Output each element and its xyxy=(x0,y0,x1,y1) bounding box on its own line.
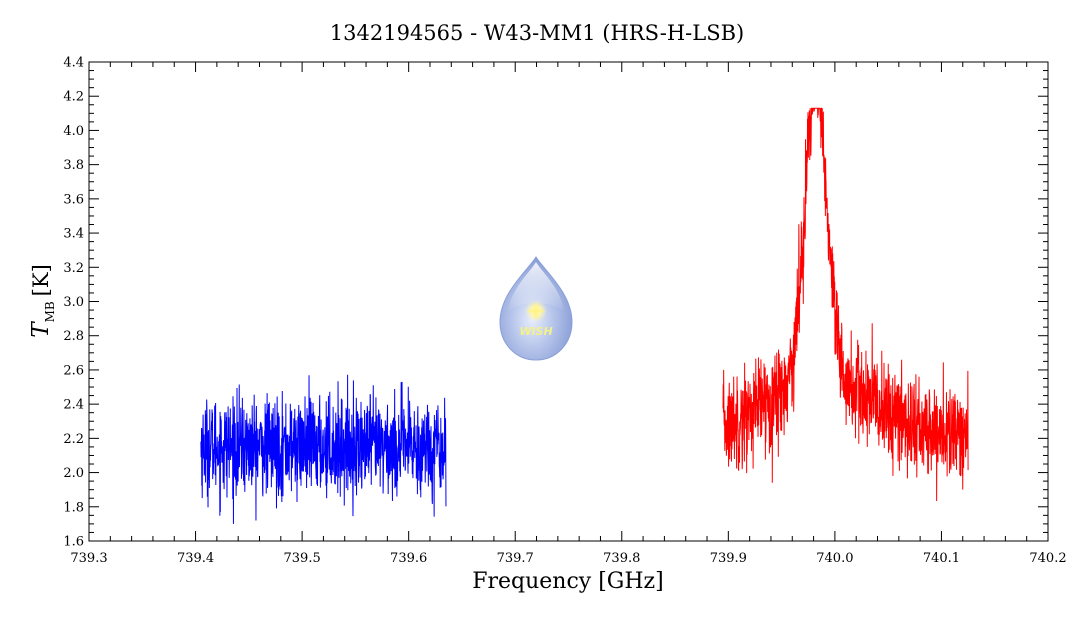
x-tick-label: 739.7 xyxy=(497,551,534,566)
y-tick-label: 2.2 xyxy=(63,432,84,447)
x-tick-label: 739.9 xyxy=(710,551,747,566)
y-axis-label-symbol: T xyxy=(28,321,54,338)
axis-ticks xyxy=(88,61,1049,542)
x-tick-label: 739.3 xyxy=(70,551,107,566)
x-axis-label: Frequency [GHz] xyxy=(472,569,664,594)
y-tick-labels: 1.6 1.8 2.0 2.2 2.4 2.6 2.8 3.0 3.2 3.4 3.6 3.8 4.0 4… xyxy=(63,56,84,550)
drop-highlight xyxy=(508,262,564,312)
wish-logo: WISH xyxy=(499,256,573,361)
x-tick-labels: 739.3 739.4 739.5 739.6 739.7 739.8 739.9 740.0… xyxy=(70,551,1066,566)
y-axis-label-unit: [K] xyxy=(29,264,53,296)
y-tick-label: 3.0 xyxy=(63,295,84,310)
svg-text:TMB[K]: TMB [K] xyxy=(28,264,57,338)
x-tick-label: 740.1 xyxy=(923,551,960,566)
y-tick-label: 2.0 xyxy=(63,466,84,481)
x-tick-label: 739.5 xyxy=(284,551,321,566)
y-tick-label: 2.6 xyxy=(63,363,84,378)
x-tick-label: 739.4 xyxy=(177,551,214,566)
y-tick-label: 2.4 xyxy=(63,398,84,413)
x-tick-label: 740.0 xyxy=(816,551,853,566)
spectrum-series-line xyxy=(200,374,447,524)
y-axis-label-subscript: MB xyxy=(43,301,57,322)
wish-logo-text: WISH xyxy=(519,325,552,338)
y-tick-label: 1.6 xyxy=(63,535,84,550)
chart-title: 1342194565 - W43-MM1 (HRS-H-LSB) xyxy=(330,21,744,45)
y-tick-label: 3.2 xyxy=(63,261,84,276)
y-tick-label: 3.4 xyxy=(63,227,84,242)
y-tick-label: 1.8 xyxy=(63,500,84,515)
spectrum-series-line xyxy=(722,107,969,501)
y-tick-label: 4.2 xyxy=(63,90,84,105)
y-axis-label: TMB [K] xyxy=(28,264,57,338)
plot-frame xyxy=(88,61,1049,542)
x-tick-label: 739.8 xyxy=(603,551,640,566)
y-tick-label: 4.4 xyxy=(63,56,84,71)
x-tick-label: 740.2 xyxy=(1029,551,1066,566)
series-group xyxy=(200,107,969,524)
y-tick-label: 3.6 xyxy=(63,192,84,207)
x-tick-label: 739.6 xyxy=(390,551,427,566)
y-tick-label: 4.0 xyxy=(63,124,84,139)
y-tick-label: 2.8 xyxy=(63,329,84,344)
y-tick-label: 3.8 xyxy=(63,158,84,173)
star-icon xyxy=(527,302,545,320)
